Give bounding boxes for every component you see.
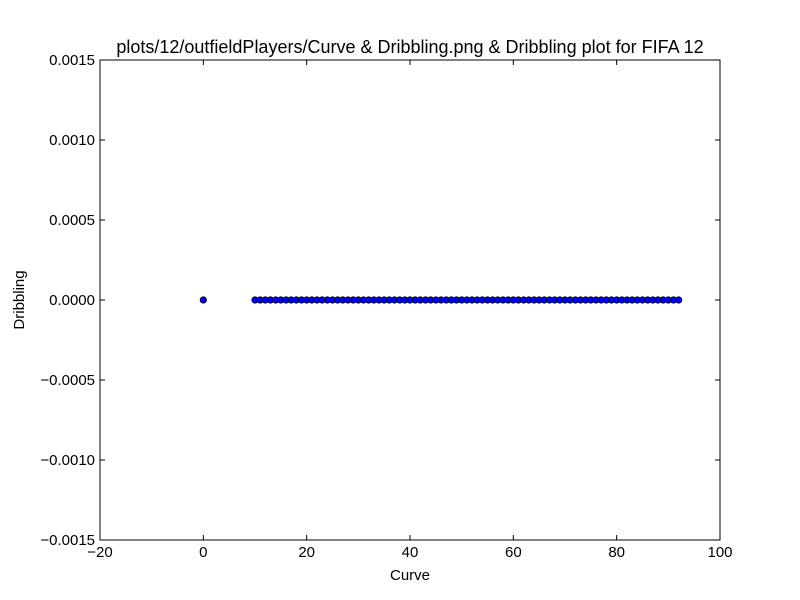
y-axis-ticks: 0.0015 0.0010 0.0005 0.0000 −0.0005 −0.0010 −0… xyxy=(40,52,720,549)
y-axis-label: Dribbling xyxy=(11,270,28,329)
x-tick-label: 60 xyxy=(505,544,522,561)
x-axis-label: Curve xyxy=(390,567,430,584)
x-tick-label: 100 xyxy=(707,544,732,561)
x-tick-label: 20 xyxy=(298,544,315,561)
chart-title: plots/12/outfieldPlayers/Curve & Dribbli… xyxy=(116,37,703,57)
y-tick-label: −0.0005 xyxy=(40,372,95,389)
y-tick-label: 0.0015 xyxy=(49,52,95,69)
data-point xyxy=(675,296,683,304)
data-point xyxy=(199,296,207,304)
x-axis-ticks: −20 0 20 40 60 80 100 xyxy=(87,60,733,561)
y-tick-label: 0.0010 xyxy=(49,132,95,149)
x-tick-label: 0 xyxy=(199,544,207,561)
x-tick-label: 80 xyxy=(608,544,625,561)
x-tick-label: 40 xyxy=(402,544,419,561)
y-tick-label: 0.0000 xyxy=(49,292,95,309)
x-tick-label: −20 xyxy=(87,544,112,561)
y-tick-label: −0.0010 xyxy=(40,452,95,469)
y-tick-label: 0.0005 xyxy=(49,212,95,229)
y-tick-label: −0.0015 xyxy=(40,532,95,549)
data-points xyxy=(199,296,683,304)
